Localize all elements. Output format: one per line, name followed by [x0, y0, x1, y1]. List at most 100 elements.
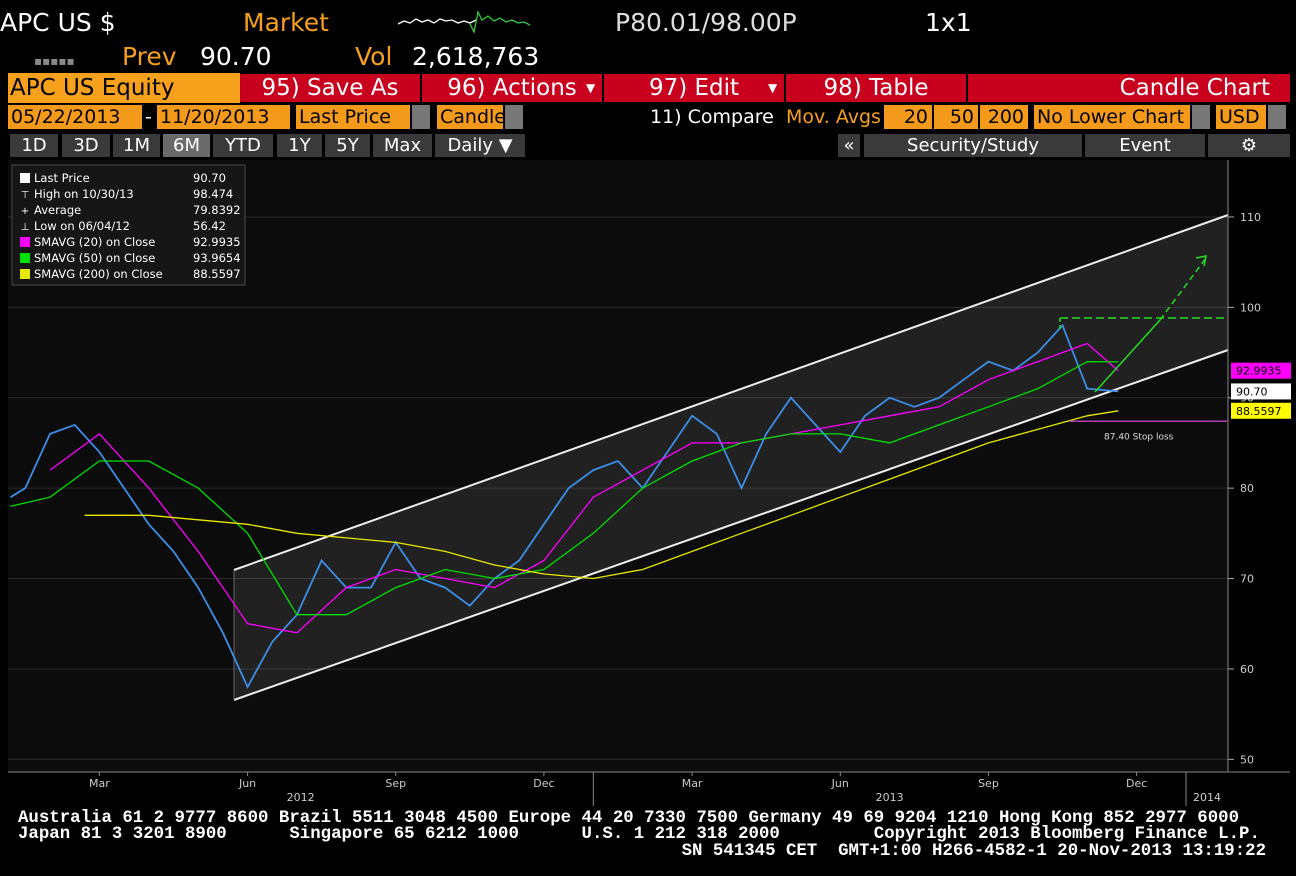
range-tab[interactable]: Daily ▼ — [435, 134, 525, 157]
ticker: APC US $ — [0, 8, 116, 37]
range-tab[interactable]: YTD — [213, 134, 273, 157]
year-label: 2013 — [876, 791, 904, 804]
legend-value: 90.70 — [193, 171, 226, 185]
range-tab[interactable]: 6M — [163, 134, 210, 157]
currency-dropdown[interactable] — [1268, 105, 1286, 129]
sparkline — [397, 18, 477, 25]
dots: ▪▪▪▪▪ — [34, 54, 75, 68]
currency[interactable]: USD — [1216, 105, 1266, 129]
event-tab[interactable]: Event — [1085, 134, 1205, 157]
legend-icon: ⊥ — [21, 222, 30, 233]
x-tick-label: Sep — [385, 777, 406, 790]
price-label-box — [1231, 362, 1291, 379]
x-tick-label: Jun — [831, 777, 849, 790]
legend-label: Average — [34, 203, 81, 217]
legend-icon: ⊤ — [21, 190, 30, 201]
vol-label: Vol — [355, 42, 393, 71]
legend-value: 79.8392 — [193, 203, 241, 217]
chart-type: Candle Chart — [968, 74, 1290, 102]
price-label: 90.70 — [1236, 385, 1268, 398]
sparkline-green — [469, 10, 531, 34]
y-tick-label: 50 — [1240, 753, 1254, 766]
y-tick-label: 100 — [1240, 301, 1261, 314]
legend-value: 92.9935 — [193, 235, 241, 249]
range-tab[interactable]: 5Y — [325, 134, 370, 157]
start-date[interactable]: 05/22/2013 — [8, 105, 142, 129]
price-line — [10, 360, 1119, 616]
market-label: Market — [243, 8, 329, 37]
legend-value: 88.5597 — [193, 267, 241, 281]
legend-box — [11, 164, 246, 286]
compare[interactable]: 11) Compare — [650, 106, 774, 128]
date-sep: - — [145, 106, 152, 128]
edit-button[interactable]: 97) Edit — [604, 74, 784, 102]
range-tab[interactable]: 3D — [62, 134, 110, 157]
target-arrow-dashed — [1159, 257, 1207, 321]
legend-swatch — [20, 269, 30, 279]
legend-value: 93.9654 — [193, 251, 241, 265]
x-tick-label: Dec — [1126, 777, 1147, 790]
footer-line: Australia 61 2 9777 8600 Brazil 5511 304… — [18, 809, 1240, 828]
stop-loss-label: 87.40 Stop loss — [1104, 432, 1174, 442]
period-2[interactable]: 50 — [934, 105, 978, 129]
legend-swatch — [20, 253, 30, 263]
legend-label: Last Price — [34, 171, 90, 185]
price-label: 92.9935 — [1236, 365, 1282, 378]
security-study-tab[interactable]: Security/Study — [864, 134, 1082, 157]
channel-lower — [233, 349, 1229, 701]
legend-label: SMAVG (20) on Close — [34, 235, 155, 249]
range-tab[interactable]: Max — [373, 134, 432, 157]
end-date[interactable]: 11/20/2013 — [157, 105, 290, 129]
year-label: 2014 — [1193, 791, 1221, 804]
channel-fill — [234, 215, 1228, 700]
price-label-box — [1231, 402, 1291, 419]
edit-arrow: ▼ — [768, 81, 778, 95]
range-tab[interactable]: 1M — [113, 134, 160, 157]
vol-value: 2,618,763 — [412, 42, 540, 71]
legend-value: 56.42 — [193, 219, 226, 233]
x-tick-label: Mar — [89, 777, 110, 790]
mov-avgs-label: Mov. Avgs — [786, 106, 881, 128]
target-arrow — [1094, 319, 1161, 393]
table-button[interactable]: 98) Table — [786, 74, 966, 102]
field-dropdown[interactable] — [412, 105, 430, 129]
channel-upper — [233, 214, 1229, 571]
price-line — [10, 323, 1119, 690]
x-tick-label: Sep — [978, 777, 999, 790]
style-dropdown[interactable] — [505, 105, 523, 129]
lower-chart[interactable]: No Lower Chart — [1034, 105, 1190, 129]
price-label: 88.5597 — [1236, 405, 1282, 418]
lower-dropdown[interactable] — [1192, 105, 1210, 129]
security-box[interactable]: APC US Equity — [8, 73, 240, 103]
period-1[interactable]: 20 — [884, 105, 932, 129]
y-tick-label: 60 — [1240, 663, 1254, 676]
arrow-head — [1195, 255, 1207, 267]
prev-value: 90.70 — [200, 42, 272, 71]
footer-line: SN 541345 CET GMT+1:00 H266-4582-1 20-No… — [681, 842, 1266, 861]
range-tab[interactable]: 1Y — [277, 134, 322, 157]
collapse-button[interactable]: « — [838, 134, 860, 157]
settings-button[interactable]: ⚙ — [1208, 134, 1290, 157]
period-3[interactable]: 200 — [980, 105, 1028, 129]
legend-icon: + — [21, 206, 29, 217]
price-line — [84, 410, 1119, 580]
y-tick-label: 110 — [1240, 211, 1261, 224]
x-tick-label: Jun — [238, 777, 256, 790]
prev-label: Prev — [122, 42, 177, 71]
year-label: 2012 — [287, 791, 315, 804]
price-line — [49, 342, 1119, 634]
layout: 1x1 — [925, 8, 972, 37]
save-as-button[interactable]: 95) Save As — [240, 74, 420, 102]
actions-arrow: ▼ — [586, 81, 596, 95]
style-select[interactable]: Candle — [437, 105, 506, 129]
y-tick-label: 70 — [1240, 573, 1254, 586]
range-tab[interactable]: 1D — [10, 134, 58, 157]
price-label-box — [1231, 383, 1291, 400]
legend-value: 98.474 — [193, 187, 233, 201]
actions-button[interactable]: 96) Actions — [422, 74, 602, 102]
field-select[interactable]: Last Price — [296, 105, 410, 129]
legend-label: SMAVG (200) on Close — [34, 267, 163, 281]
x-tick-label: Mar — [682, 777, 703, 790]
